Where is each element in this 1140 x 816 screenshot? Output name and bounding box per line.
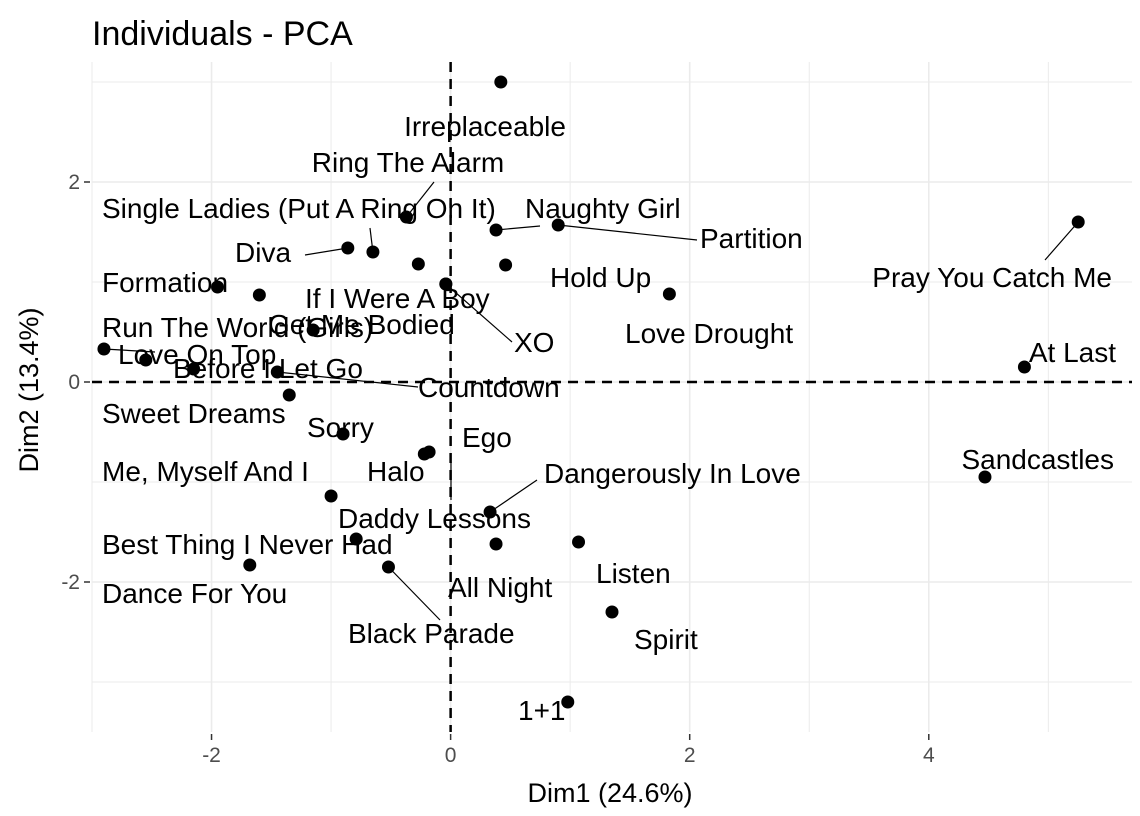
x-tick-label: 4 (923, 744, 935, 767)
y-axis-title: Dim2 (13.4%) (14, 307, 44, 472)
x-axis-title: Dim1 (24.6%) (527, 778, 692, 808)
data-point (349, 532, 363, 546)
y-tick-label: -2 (61, 571, 80, 594)
data-point (489, 223, 503, 237)
point-label: Sandcastles (961, 444, 1114, 475)
point-label: Countdown (418, 372, 560, 403)
connector-line (445, 283, 513, 343)
point-label: Ring The Alarm (312, 147, 504, 178)
data-point (1017, 360, 1031, 374)
point-label: If I Were A Boy (305, 283, 490, 314)
connector-line (304, 247, 348, 256)
data-point (139, 353, 153, 367)
point-label: Pray You Catch Me (872, 262, 1112, 293)
point-label: Ego (462, 422, 512, 453)
point-label: Hold Up (550, 262, 651, 293)
label-connectors (103, 181, 1079, 621)
point-label: Love Drought (625, 318, 793, 349)
point-label: Single Ladies (Put A Ring On It) (102, 193, 496, 224)
data-point (187, 362, 201, 376)
data-point (282, 388, 296, 402)
point-label: Best Thing I Never Had (102, 529, 393, 560)
point-label: Formation (102, 267, 228, 298)
connector-line (558, 224, 698, 241)
connector-line (103, 348, 156, 353)
connector-line (1044, 221, 1079, 261)
point-label: All Night (448, 572, 552, 603)
data-point (978, 470, 992, 484)
point-label: Dance For You (102, 578, 287, 609)
y-tick-label: 2 (68, 171, 80, 194)
x-tick-label: 2 (684, 744, 696, 767)
data-point (561, 695, 575, 709)
data-points (97, 75, 1085, 709)
point-label: Irreplaceable (404, 111, 566, 142)
point-label: Sweet Dreams (102, 398, 286, 429)
data-point (439, 277, 453, 291)
point-label: Dangerously In Love (544, 458, 801, 489)
data-point (662, 287, 676, 301)
connector-line (495, 225, 541, 231)
connector-line (388, 566, 441, 621)
x-tick-label: -2 (202, 744, 221, 767)
data-point (97, 342, 111, 356)
data-point (366, 245, 380, 259)
x-tick-label: 0 (445, 744, 457, 767)
data-point (483, 505, 497, 519)
reference-lines (92, 62, 1132, 732)
point-label: XO (514, 327, 554, 358)
point-label: Black Parade (348, 618, 515, 649)
data-point (252, 288, 266, 302)
connector-line (277, 371, 419, 388)
y-tick-label: 0 (68, 371, 80, 394)
grid (91, 62, 1132, 732)
axis-ticks: -2 0 2 4 -2 0 2 (61, 171, 935, 767)
point-label: Me, Myself And I (102, 456, 309, 487)
data-point (211, 280, 225, 294)
point-label: Daddy Lessons (338, 503, 531, 534)
data-point (270, 365, 284, 379)
point-labels: Irreplaceable Ring The Alarm Single Ladies… (102, 111, 1116, 726)
data-point (243, 558, 257, 572)
point-label: Spirit (634, 624, 698, 655)
point-label: Naughty Girl (525, 193, 681, 224)
connector-line (405, 181, 435, 218)
data-point (417, 447, 431, 461)
point-label: Diva (235, 237, 291, 268)
chart-title: Individuals - PCA (92, 15, 353, 53)
data-point (1071, 215, 1085, 229)
point-label: Love On Top (118, 339, 276, 370)
point-label: Sorry (307, 412, 374, 443)
data-point (411, 257, 425, 271)
data-point (605, 605, 619, 619)
point-label: At Last (1029, 337, 1116, 368)
data-point (306, 323, 320, 337)
point-label: 1+1 (518, 695, 566, 726)
point-label: Listen (596, 558, 671, 589)
point-label: Before I Let Go (173, 353, 363, 384)
data-point (499, 258, 513, 272)
point-label: Halo (367, 456, 425, 487)
data-point (341, 241, 355, 255)
data-point (489, 537, 503, 551)
data-point (399, 210, 413, 224)
data-point (572, 535, 586, 549)
data-point (551, 218, 565, 232)
data-point (324, 489, 338, 503)
point-label: Get Me Bodied (268, 309, 455, 340)
data-point (494, 75, 508, 89)
connector-line (489, 479, 538, 513)
point-label: Run The World (Girls) (102, 312, 373, 343)
data-point (336, 427, 350, 441)
data-point (381, 560, 395, 574)
point-label: Partition (700, 223, 803, 254)
